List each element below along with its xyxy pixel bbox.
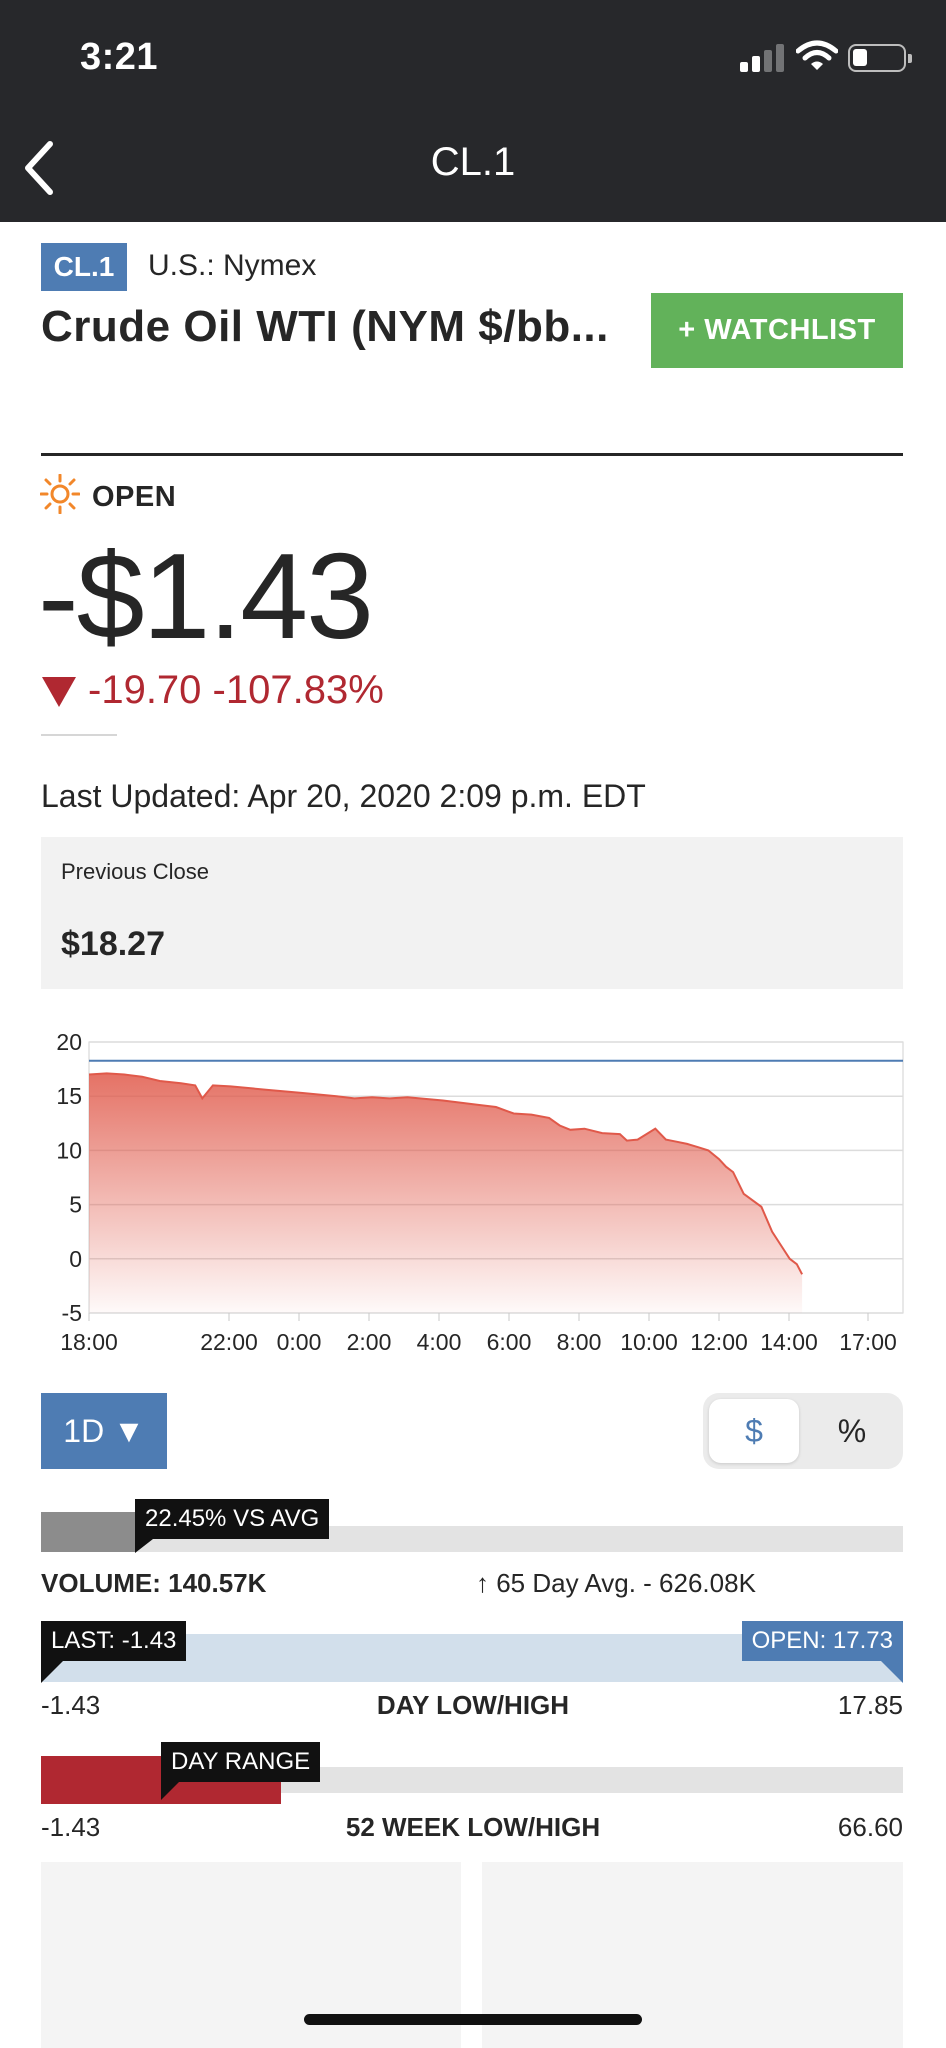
intraday-price-chart[interactable]: 20 15 10 5 0 -5 18:00 22:00 0:00 2:00 4:00 6:00 8:0…: [0, 1000, 946, 1370]
price-line: [88, 1072, 803, 1275]
x-tick-label: 22:00: [200, 1329, 258, 1355]
52-week-low-value: -1.43: [41, 1812, 101, 1842]
open-price-flag: OPEN: 17.73: [741, 1621, 903, 1661]
flag-tail: [161, 1782, 179, 1800]
toggle-percent-option[interactable]: %: [837, 1413, 867, 1449]
time-range-dropdown[interactable]: 1D ▼: [41, 1393, 167, 1469]
status-time: 3:21: [80, 36, 159, 78]
price-change: -19.70 -107.83%: [88, 668, 384, 712]
52-week-low-high-label: 52 WEEK LOW/HIGH: [345, 1812, 601, 1842]
day-range-flag: DAY RANGE: [161, 1742, 321, 1782]
price-area-fill: [89, 1073, 803, 1313]
divider: [41, 734, 117, 736]
x-tick-label: 2:00: [347, 1329, 392, 1355]
x-tick-label: 6:00: [487, 1329, 532, 1355]
volume-label: VOLUME: 140.57K: [41, 1568, 267, 1598]
last-price-flag: LAST: -1.43: [41, 1621, 187, 1661]
flag-tail: [135, 1539, 153, 1553]
previous-close-card: Previous Close $18.27: [41, 837, 903, 989]
ticker-badge: CL.1: [41, 243, 127, 291]
y-tick-label: 10: [56, 1137, 82, 1163]
top-navigation-bar: 3:21 CL.1: [0, 0, 946, 222]
x-tick-label: 4:00: [417, 1329, 462, 1355]
previous-close-value: $18.27: [61, 925, 165, 963]
divider: [41, 453, 903, 456]
x-tick-label: 10:00: [620, 1329, 678, 1355]
last-price: -$1.43: [38, 528, 374, 664]
add-to-watchlist-button[interactable]: + WATCHLIST: [651, 293, 903, 368]
down-triangle-icon: [42, 677, 76, 707]
exchange-label: U.S.: Nymex: [148, 249, 317, 282]
x-tick-label: 0:00: [277, 1329, 322, 1355]
home-indicator: [304, 2014, 642, 2025]
y-tick-label: -5: [62, 1300, 82, 1326]
x-tick-label: 17:00: [839, 1329, 897, 1355]
y-tick-label: 15: [56, 1083, 82, 1109]
market-status: OPEN: [92, 481, 177, 513]
cellular-signal-icon: [740, 44, 786, 72]
toggle-dollar-option[interactable]: $: [709, 1399, 799, 1463]
y-tick-label: 20: [56, 1029, 82, 1055]
x-tick-label: 8:00: [557, 1329, 602, 1355]
currency-percent-toggle: $ %: [703, 1393, 903, 1469]
back-chevron-icon[interactable]: [18, 138, 62, 198]
y-tick-label: 0: [69, 1246, 82, 1272]
average-volume-label: ↑ 65 Day Avg. - 626.08K: [476, 1568, 756, 1598]
volume-bar-fill: [41, 1512, 135, 1552]
flag-tail: [41, 1661, 63, 1683]
wifi-icon: [796, 40, 838, 70]
52-week-high-value: 66.60: [837, 1812, 903, 1842]
battery-icon: [848, 44, 912, 72]
y-tick-label: 5: [69, 1192, 82, 1218]
x-tick-label: 12:00: [690, 1329, 748, 1355]
flag-tail: [881, 1661, 903, 1683]
previous-close-label: Previous Close: [61, 859, 209, 884]
last-updated-timestamp: Last Updated: Apr 20, 2020 2:09 p.m. EDT: [41, 778, 646, 814]
volume-vs-avg-flag: 22.45% VS AVG: [135, 1499, 330, 1539]
page-title: CL.1: [430, 140, 516, 184]
day-high-value: 17.85: [837, 1690, 903, 1720]
x-tick-label: 14:00: [760, 1329, 818, 1355]
day-low-high-label: DAY LOW/HIGH: [376, 1690, 570, 1720]
day-low-value: -1.43: [41, 1690, 101, 1720]
instrument-name: Crude Oil WTI (NYM $/bb...: [41, 302, 609, 351]
sun-icon: [40, 474, 80, 514]
x-tick-label: 18:00: [60, 1329, 118, 1355]
